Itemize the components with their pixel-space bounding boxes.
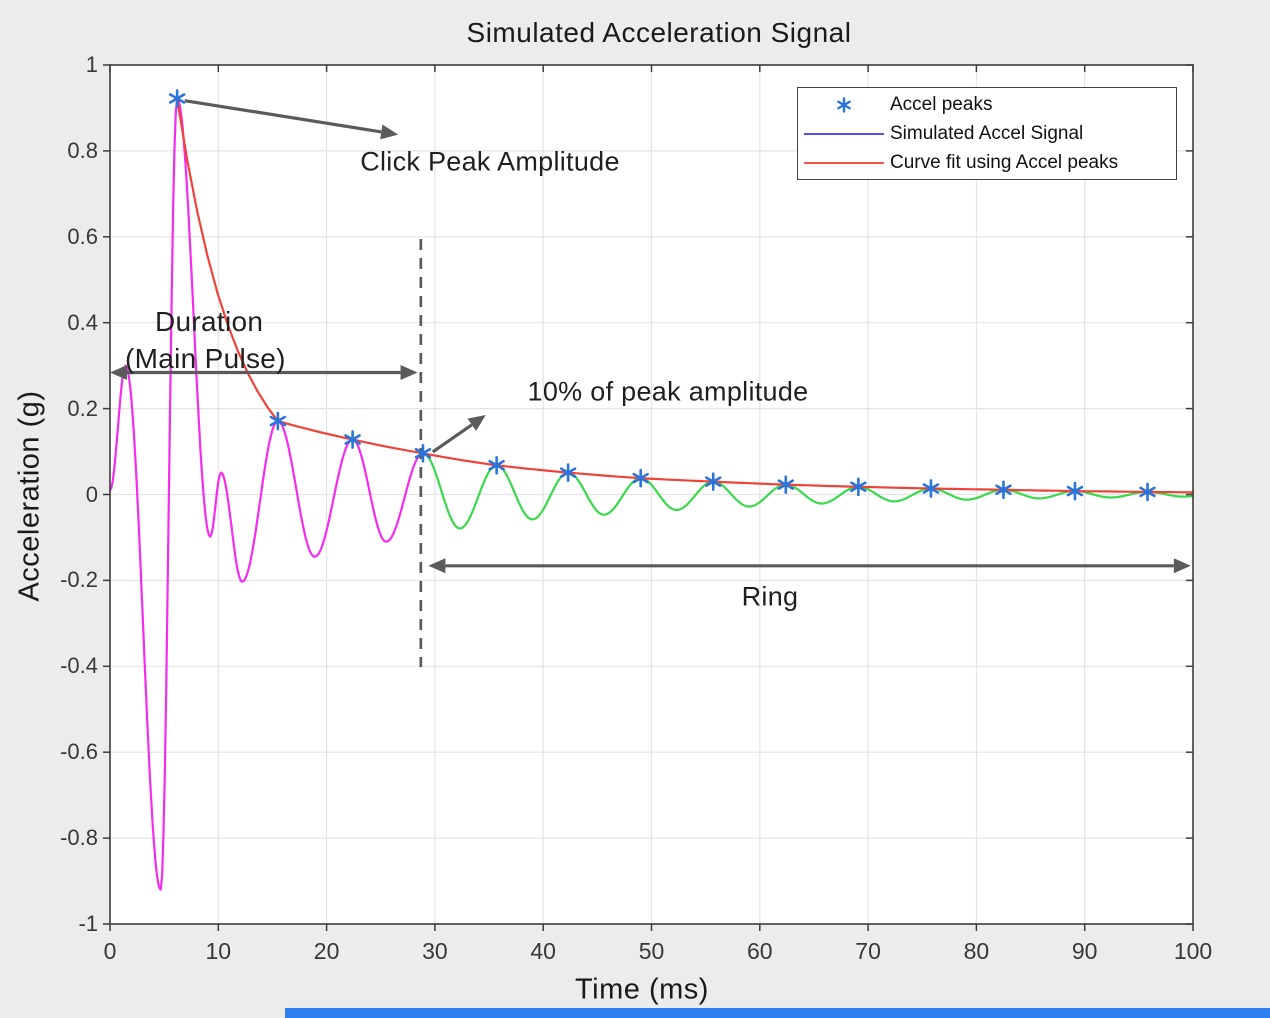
blue-line-icon: [798, 122, 890, 146]
annotation-click-peak-amplitude: Click Peak Amplitude: [360, 146, 620, 177]
y-tick-label: 0.8: [67, 137, 98, 163]
y-tick-label: 1: [85, 52, 98, 77]
main-pulse-curve: [108, 97, 425, 891]
annotation-duration-line2: (Main Pulse): [125, 343, 286, 374]
y-tick-label: 0.4: [67, 309, 98, 335]
plot-border: [109, 64, 1194, 925]
click-peak-arrow: [184, 99, 399, 140]
legend-item-curve-fit: Curve fit using Accel peaks: [798, 148, 1176, 177]
x-tick-label: 100: [1173, 938, 1213, 964]
x-tick-label: 50: [638, 938, 665, 964]
red-line-icon: [798, 151, 890, 175]
x-tick-label: 60: [747, 938, 773, 964]
y-tick-label: 0: [85, 481, 98, 507]
bottom-accent-bar: [285, 1008, 1270, 1018]
x-tick-label: 10: [205, 938, 232, 964]
x-tick-label: 20: [313, 938, 340, 964]
axis-ticks: [103, 64, 1194, 931]
y-tick-label: 0.2: [67, 395, 98, 421]
legend-label: Curve fit using Accel peaks: [890, 151, 1119, 173]
y-tick-label: 0.6: [67, 223, 98, 249]
annotation-ten-percent-peak: 10% of peak amplitude: [527, 376, 809, 407]
ring-arrow: [428, 558, 1191, 574]
y-tick-label: -0.6: [60, 739, 98, 765]
x-tick-label: 90: [1071, 938, 1098, 964]
annotation-duration-line1: Duration: [155, 306, 264, 337]
x-tick-label: 80: [963, 938, 990, 964]
ring-curve: [421, 452, 1195, 530]
ten-percent-arrow: [431, 415, 486, 454]
y-tick-label: -0.4: [60, 653, 98, 679]
y-tick-label: -0.2: [60, 567, 98, 593]
legend-label: Accel peaks: [890, 93, 993, 115]
accel-peak-markers[interactable]: [168, 89, 1156, 502]
legend-label: Simulated Accel Signal: [890, 122, 1084, 144]
legend: Accel peaks Simulated Accel Signal Curve…: [797, 87, 1177, 180]
x-axis-label: Time (ms): [575, 973, 709, 1006]
duration-arrow: [110, 365, 418, 381]
legend-item-simulated-signal: Simulated Accel Signal: [798, 119, 1176, 148]
y-tick-label: -0.8: [60, 825, 98, 851]
chart-title: Simulated Acceleration Signal: [466, 17, 852, 48]
asterisk-marker-icon: [798, 93, 890, 117]
x-tick-label: 0: [103, 938, 117, 964]
annotation-ring: Ring: [741, 581, 799, 612]
legend-item-accel-peaks: Accel peaks: [798, 90, 1176, 119]
y-tick-label: -1: [78, 911, 98, 936]
x-tick-label: 40: [530, 938, 556, 964]
x-tick-label: 70: [855, 938, 881, 964]
annotation-duration-main-pulse: Duration (Main Pulse): [125, 303, 286, 377]
x-tick-label: 30: [422, 938, 448, 964]
